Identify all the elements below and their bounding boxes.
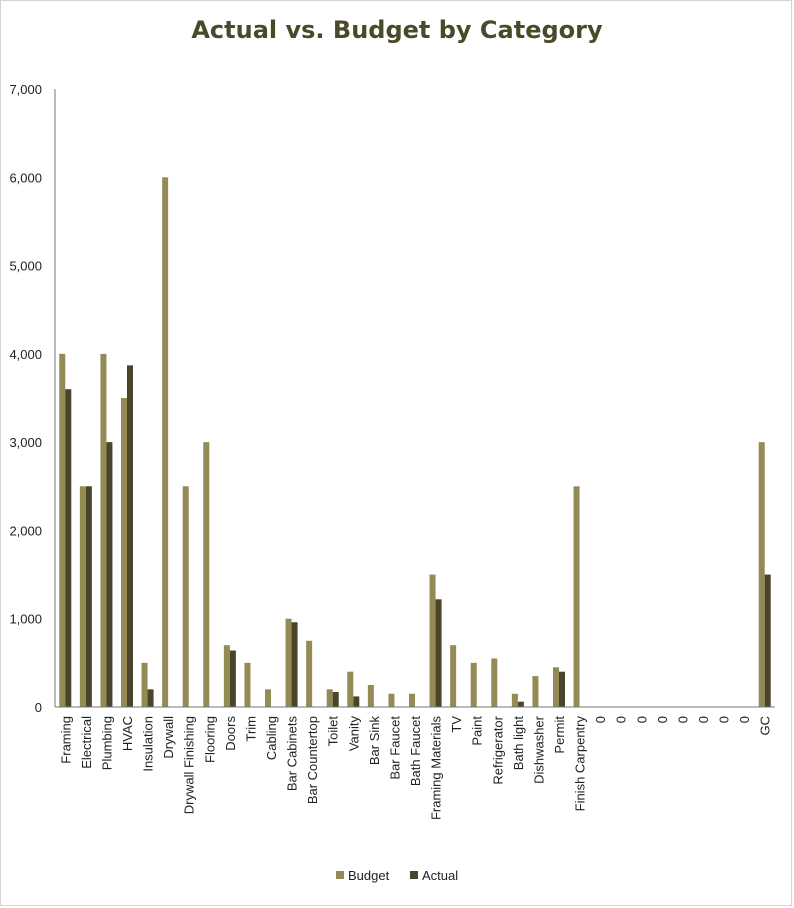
bar-budget-20 <box>470 662 477 707</box>
x-tick-label: Insulation <box>141 716 156 772</box>
bar-budget-17 <box>409 693 415 707</box>
bar-actual-3 <box>127 365 133 707</box>
bar-budget-2 <box>100 353 107 707</box>
x-tick-label: Bar Countertop <box>305 716 320 804</box>
bar-budget-19 <box>450 645 457 707</box>
legend: Budget Actual <box>336 868 458 883</box>
bar-budget-13 <box>326 689 333 707</box>
bar-actual-1 <box>85 486 92 707</box>
axes <box>54 89 775 708</box>
x-tick-label: 0 <box>696 716 711 723</box>
bar-budget-12 <box>306 640 313 707</box>
y-tick-label: 3,000 <box>9 435 42 450</box>
bar-actual-0 <box>65 389 72 707</box>
x-tick-label: Finish Carpentry <box>573 716 588 812</box>
bar-budget-34 <box>758 442 765 707</box>
bar-budget-24 <box>553 667 559 707</box>
y-tick-label: 2,000 <box>9 523 42 538</box>
bar-budget-23 <box>532 676 539 707</box>
legend-swatch-budget <box>336 871 344 879</box>
x-tick-label: Refrigerator <box>490 715 505 784</box>
legend-label-budget: Budget <box>348 868 390 883</box>
x-tick-label: Bar Cabinets <box>285 716 300 792</box>
y-tick-label: 5,000 <box>9 259 42 274</box>
bar-budget-25 <box>573 486 580 707</box>
bar-budget-15 <box>367 684 374 707</box>
bar-budget-3 <box>121 398 127 707</box>
bar-actual-11 <box>291 622 298 707</box>
x-tick-label: 0 <box>634 716 649 723</box>
bar-actual-13 <box>332 691 339 707</box>
x-tick-label: Bar Sink <box>367 716 382 766</box>
bar-budget-6 <box>182 486 189 707</box>
bar-actual-34 <box>764 574 771 707</box>
y-tick-label: 1,000 <box>9 612 42 627</box>
bar-budget-21 <box>491 658 498 707</box>
x-tick-label: Drywall Finishing <box>182 716 197 814</box>
x-tick-label: Toilet <box>326 716 341 747</box>
bar-budget-9 <box>244 662 251 707</box>
x-tick-label: Dishwasher <box>531 715 546 784</box>
x-tick-label: Flooring <box>202 716 217 763</box>
x-tick-label: Trim <box>243 716 258 742</box>
x-tick-label: Bar Faucet <box>387 716 402 780</box>
x-tick-label: Permit <box>552 716 567 754</box>
x-tick-label: Paint <box>470 716 485 746</box>
bar-budget-10 <box>265 689 271 707</box>
x-tick-label: Framing <box>58 716 73 764</box>
y-tick-label: 6,000 <box>9 170 42 185</box>
bar-actual-2 <box>106 442 113 707</box>
x-tick-label: Vanity <box>346 716 361 752</box>
bar-actual-14 <box>353 696 360 707</box>
bar-actual-22 <box>517 701 524 707</box>
x-tick-label: TV <box>449 716 464 733</box>
x-tick-label: 0 <box>614 716 629 723</box>
bar-budget-14 <box>347 671 354 707</box>
chart-title: Actual vs. Budget by Category <box>191 16 603 44</box>
x-tick-label: Drywall <box>161 716 176 759</box>
bar-budget-5 <box>162 177 169 708</box>
x-axis-labels: Framing Electrical Plumbing HVAC Insulation D… <box>58 715 772 820</box>
x-tick-label: GC <box>758 716 773 736</box>
bar-budget-8 <box>223 645 230 707</box>
bar-actual-4 <box>147 689 154 707</box>
bar-budget-4 <box>141 662 148 707</box>
bar-budget-7 <box>203 442 210 707</box>
legend-label-actual: Actual <box>422 868 458 883</box>
x-tick-label: 0 <box>593 716 608 723</box>
y-axis-ticks: 0 1,000 2,000 3,000 4,000 5,000 6,000 7,000 <box>9 82 42 715</box>
x-tick-label: 0 <box>675 716 690 723</box>
bar-actual-8 <box>229 650 236 707</box>
x-tick-label: Plumbing <box>99 716 114 770</box>
x-tick-label: 0 <box>737 716 752 723</box>
legend-swatch-actual <box>410 871 418 879</box>
x-tick-label: Electrical <box>79 716 94 769</box>
x-tick-label: Cabling <box>264 716 279 760</box>
bar-budget-0 <box>59 353 66 707</box>
y-tick-label: 4,000 <box>9 347 42 362</box>
y-tick-label: 0 <box>35 700 42 715</box>
x-tick-label: 0 <box>717 716 732 723</box>
bar-actual-24 <box>559 671 565 707</box>
bar-actual-18 <box>435 599 442 707</box>
x-tick-label: Doors <box>223 716 238 751</box>
bar-budget-1 <box>79 486 86 707</box>
x-tick-label: 0 <box>655 716 670 723</box>
bars <box>59 177 771 708</box>
x-tick-label: Framing Materials <box>429 716 444 821</box>
bar-budget-11 <box>285 618 292 707</box>
x-tick-label: Bath Faucet <box>408 716 423 786</box>
y-tick-label: 7,000 <box>9 82 42 97</box>
bar-budget-22 <box>511 693 518 707</box>
x-tick-label: HVAC <box>120 716 135 751</box>
bar-budget-18 <box>429 574 436 707</box>
bar-budget-16 <box>388 693 395 707</box>
x-tick-label: Bath light <box>511 716 526 771</box>
